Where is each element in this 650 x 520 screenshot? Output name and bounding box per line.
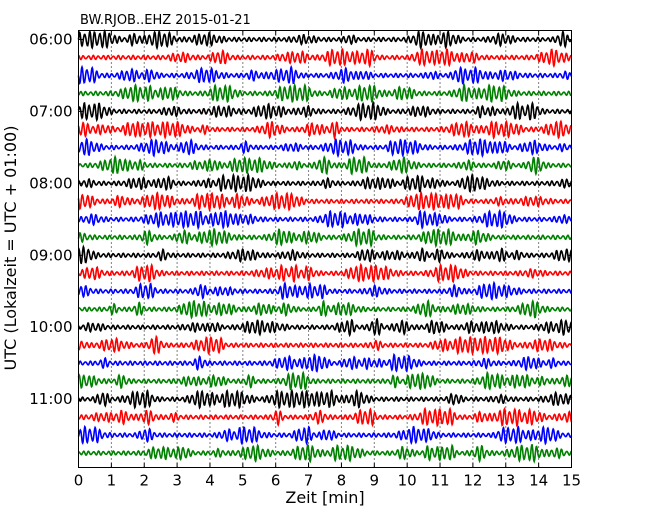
y-tick-label: 11:00 (29, 390, 72, 408)
x-tick-label: 13 (496, 472, 515, 490)
y-tick-label: 06:00 (29, 30, 72, 48)
trace-07:00 (77, 100, 573, 123)
x-tick-label: 9 (370, 472, 380, 490)
trace-07:30 (77, 137, 573, 159)
x-axis-ticks: 0 1 2 3 4 5 6 7 8 9 10 11 12 13 14 15 (74, 30, 581, 490)
trace-06:00 (77, 28, 573, 51)
trace-10:00 (77, 317, 572, 338)
trace-09:15 (77, 262, 573, 284)
x-tick-label: 7 (304, 472, 314, 490)
y-axis-ticks: 06:00 07:00 08:00 09:00 10:00 11:00 (29, 30, 572, 408)
trace-07:15 (77, 119, 573, 141)
y-axis-label: UTC (Lokalzeit = UTC + 01:00) (1, 126, 20, 371)
trace-08:30 (78, 208, 572, 231)
trace-10:30 (77, 352, 572, 373)
x-tick-label: 12 (463, 472, 482, 490)
y-tick-label: 07:00 (29, 102, 72, 120)
chart-title: BW.RJOB..EHZ 2015-01-21 (80, 13, 251, 28)
trace-09:00 (77, 244, 572, 265)
x-tick-label: 1 (107, 472, 117, 490)
x-tick-label: 3 (172, 472, 182, 490)
x-axis-label: Zeit [min] (285, 488, 364, 507)
x-tick-label: 14 (529, 472, 548, 490)
seismogram-traces (77, 28, 573, 464)
y-tick-label: 09:00 (29, 246, 72, 264)
x-tick-label: 10 (398, 472, 417, 490)
x-tick-label: 2 (139, 472, 149, 490)
trace-11:30 (77, 424, 573, 446)
trace-06:15 (78, 47, 572, 69)
x-tick-label: 15 (562, 472, 581, 490)
trace-11:15 (77, 406, 573, 428)
x-tick-label: 6 (271, 472, 281, 490)
x-tick-label: 0 (74, 472, 84, 490)
trace-09:45 (77, 298, 573, 320)
x-tick-label: 11 (430, 472, 449, 490)
trace-06:30 (77, 64, 573, 86)
x-tick-label: 4 (205, 472, 215, 490)
trace-08:45 (77, 227, 573, 249)
trace-08:15 (77, 190, 573, 212)
trace-11:00 (77, 388, 573, 410)
trace-06:45 (78, 82, 573, 104)
trace-07:45 (77, 154, 572, 177)
trace-09:30 (77, 280, 572, 301)
y-tick-label: 08:00 (29, 174, 72, 192)
trace-10:15 (77, 334, 573, 357)
x-tick-label: 5 (238, 472, 248, 490)
trace-08:00 (78, 172, 573, 194)
y-tick-label: 10:00 (29, 318, 72, 336)
trace-11:45 (78, 443, 573, 464)
plot-frame (78, 30, 572, 468)
x-tick-label: 8 (337, 472, 347, 490)
trace-10:45 (77, 370, 573, 391)
